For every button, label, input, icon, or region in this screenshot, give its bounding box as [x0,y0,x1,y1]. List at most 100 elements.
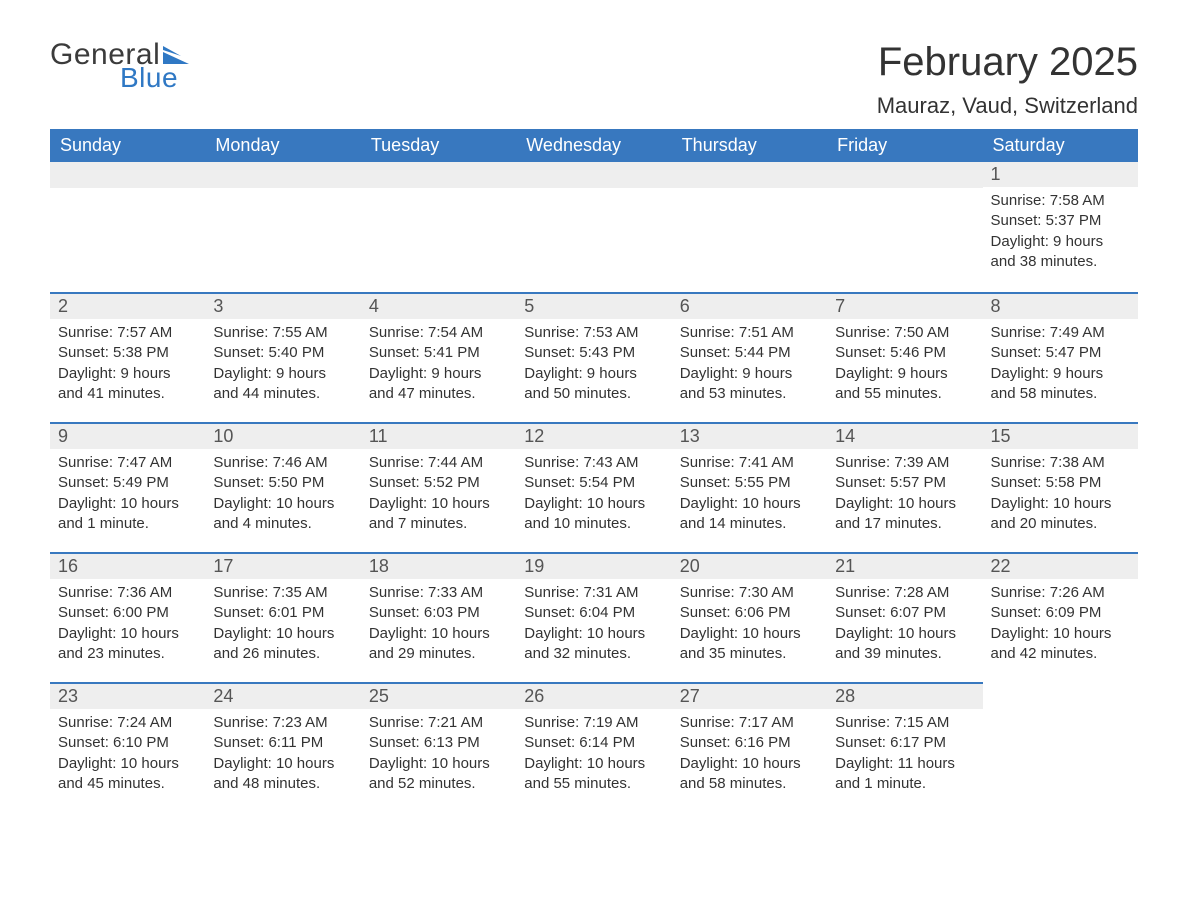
daylight-text: Daylight: 9 hours and 47 minutes. [369,364,508,405]
day-details: Sunrise: 7:23 AMSunset: 6:11 PMDaylight:… [205,709,360,804]
sunset-text: Sunset: 5:50 PM [213,473,352,493]
weekday-header: Friday [827,129,982,162]
sunrise-text: Sunrise: 7:57 AM [58,323,197,343]
sunset-text: Sunset: 5:43 PM [524,343,663,363]
logo-text-blue: Blue [120,64,189,92]
daylight-text: Daylight: 10 hours and 20 minutes. [991,494,1130,535]
calendar-week-row: 2Sunrise: 7:57 AMSunset: 5:38 PMDaylight… [50,292,1138,422]
day-details: Sunrise: 7:15 AMSunset: 6:17 PMDaylight:… [827,709,982,804]
day-number: 15 [983,422,1138,449]
day-number: 3 [205,292,360,319]
day-details: Sunrise: 7:41 AMSunset: 5:55 PMDaylight:… [672,449,827,544]
daylight-text: Daylight: 10 hours and 10 minutes. [524,494,663,535]
calendar-week-row: 1Sunrise: 7:58 AMSunset: 5:37 PMDaylight… [50,162,1138,292]
sunset-text: Sunset: 5:54 PM [524,473,663,493]
day-number: 24 [205,682,360,709]
calendar-table: Sunday Monday Tuesday Wednesday Thursday… [50,129,1138,812]
sunset-text: Sunset: 6:09 PM [991,603,1130,623]
calendar-week-row: 9Sunrise: 7:47 AMSunset: 5:49 PMDaylight… [50,422,1138,552]
sunset-text: Sunset: 6:13 PM [369,733,508,753]
day-details: Sunrise: 7:55 AMSunset: 5:40 PMDaylight:… [205,319,360,414]
calendar-cell: 24Sunrise: 7:23 AMSunset: 6:11 PMDayligh… [205,682,360,812]
day-number: 5 [516,292,671,319]
daylight-text: Daylight: 10 hours and 55 minutes. [524,754,663,795]
day-details: Sunrise: 7:31 AMSunset: 6:04 PMDaylight:… [516,579,671,674]
day-number: 10 [205,422,360,449]
calendar-cell [983,682,1138,812]
sunrise-text: Sunrise: 7:55 AM [213,323,352,343]
sunrise-text: Sunrise: 7:54 AM [369,323,508,343]
daylight-text: Daylight: 10 hours and 48 minutes. [213,754,352,795]
day-details: Sunrise: 7:35 AMSunset: 6:01 PMDaylight:… [205,579,360,674]
daylight-text: Daylight: 10 hours and 29 minutes. [369,624,508,665]
calendar-cell: 2Sunrise: 7:57 AMSunset: 5:38 PMDaylight… [50,292,205,422]
sunrise-text: Sunrise: 7:41 AM [680,453,819,473]
day-number: 4 [361,292,516,319]
weekday-header: Tuesday [361,129,516,162]
day-details: Sunrise: 7:26 AMSunset: 6:09 PMDaylight:… [983,579,1138,674]
calendar-cell [672,162,827,292]
daylight-text: Daylight: 10 hours and 23 minutes. [58,624,197,665]
weekday-header: Thursday [672,129,827,162]
calendar-cell: 28Sunrise: 7:15 AMSunset: 6:17 PMDayligh… [827,682,982,812]
calendar-cell: 9Sunrise: 7:47 AMSunset: 5:49 PMDaylight… [50,422,205,552]
sunset-text: Sunset: 5:40 PM [213,343,352,363]
daylight-text: Daylight: 10 hours and 45 minutes. [58,754,197,795]
sunset-text: Sunset: 6:07 PM [835,603,974,623]
empty-day-head [50,162,205,188]
daylight-text: Daylight: 10 hours and 14 minutes. [680,494,819,535]
sunrise-text: Sunrise: 7:58 AM [991,191,1130,211]
day-details: Sunrise: 7:36 AMSunset: 6:00 PMDaylight:… [50,579,205,674]
calendar-cell: 18Sunrise: 7:33 AMSunset: 6:03 PMDayligh… [361,552,516,682]
calendar-cell [827,162,982,292]
day-details: Sunrise: 7:53 AMSunset: 5:43 PMDaylight:… [516,319,671,414]
sunrise-text: Sunrise: 7:36 AM [58,583,197,603]
calendar-cell: 25Sunrise: 7:21 AMSunset: 6:13 PMDayligh… [361,682,516,812]
sunset-text: Sunset: 5:41 PM [369,343,508,363]
day-number: 12 [516,422,671,449]
calendar-cell [50,162,205,292]
day-details: Sunrise: 7:33 AMSunset: 6:03 PMDaylight:… [361,579,516,674]
day-number: 2 [50,292,205,319]
calendar-cell: 12Sunrise: 7:43 AMSunset: 5:54 PMDayligh… [516,422,671,552]
sunset-text: Sunset: 5:57 PM [835,473,974,493]
sunrise-text: Sunrise: 7:23 AM [213,713,352,733]
day-details: Sunrise: 7:30 AMSunset: 6:06 PMDaylight:… [672,579,827,674]
daylight-text: Daylight: 10 hours and 32 minutes. [524,624,663,665]
sunrise-text: Sunrise: 7:17 AM [680,713,819,733]
empty-day-head [516,162,671,188]
day-number: 23 [50,682,205,709]
sunset-text: Sunset: 6:00 PM [58,603,197,623]
day-details: Sunrise: 7:58 AMSunset: 5:37 PMDaylight:… [983,187,1138,282]
day-number: 18 [361,552,516,579]
weekday-header-row: Sunday Monday Tuesday Wednesday Thursday… [50,129,1138,162]
empty-day-head [827,162,982,188]
sunset-text: Sunset: 6:10 PM [58,733,197,753]
calendar-cell: 26Sunrise: 7:19 AMSunset: 6:14 PMDayligh… [516,682,671,812]
calendar-cell: 8Sunrise: 7:49 AMSunset: 5:47 PMDaylight… [983,292,1138,422]
sunrise-text: Sunrise: 7:38 AM [991,453,1130,473]
day-number: 28 [827,682,982,709]
daylight-text: Daylight: 10 hours and 52 minutes. [369,754,508,795]
sunset-text: Sunset: 5:37 PM [991,211,1130,231]
day-number: 1 [983,162,1138,187]
day-details: Sunrise: 7:17 AMSunset: 6:16 PMDaylight:… [672,709,827,804]
weekday-header: Wednesday [516,129,671,162]
day-details: Sunrise: 7:28 AMSunset: 6:07 PMDaylight:… [827,579,982,674]
location-label: Mauraz, Vaud, Switzerland [877,93,1138,119]
calendar-cell: 11Sunrise: 7:44 AMSunset: 5:52 PMDayligh… [361,422,516,552]
day-details: Sunrise: 7:54 AMSunset: 5:41 PMDaylight:… [361,319,516,414]
calendar-cell: 5Sunrise: 7:53 AMSunset: 5:43 PMDaylight… [516,292,671,422]
sunset-text: Sunset: 5:55 PM [680,473,819,493]
calendar-cell: 22Sunrise: 7:26 AMSunset: 6:09 PMDayligh… [983,552,1138,682]
weekday-header: Sunday [50,129,205,162]
sunrise-text: Sunrise: 7:39 AM [835,453,974,473]
daylight-text: Daylight: 10 hours and 17 minutes. [835,494,974,535]
day-details: Sunrise: 7:57 AMSunset: 5:38 PMDaylight:… [50,319,205,414]
sunrise-text: Sunrise: 7:15 AM [835,713,974,733]
daylight-text: Daylight: 9 hours and 38 minutes. [991,232,1130,273]
sunset-text: Sunset: 6:06 PM [680,603,819,623]
day-details: Sunrise: 7:38 AMSunset: 5:58 PMDaylight:… [983,449,1138,544]
daylight-text: Daylight: 9 hours and 53 minutes. [680,364,819,405]
sunrise-text: Sunrise: 7:28 AM [835,583,974,603]
